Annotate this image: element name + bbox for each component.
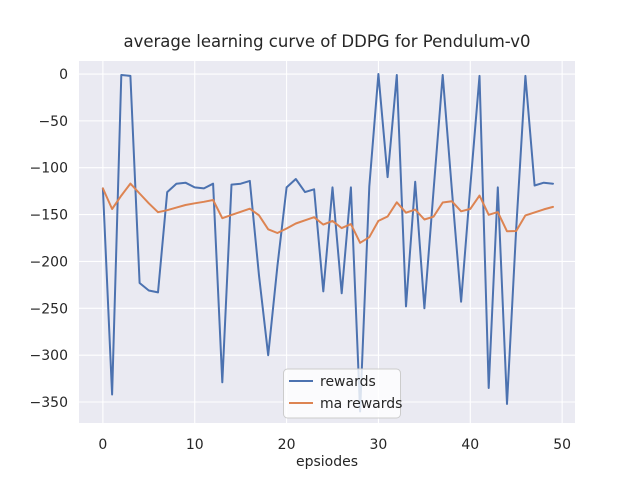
series-lines	[101, 73, 554, 413]
x-tick-label: 20	[278, 437, 296, 453]
y-tick-label: −250	[30, 301, 68, 317]
y-tick-label: −150	[30, 208, 68, 224]
x-tick-label: 50	[553, 437, 571, 453]
legend: rewards ma rewards	[283, 368, 402, 419]
ma-rewards-line	[101, 182, 554, 244]
legend-ma-rewards-label: ma rewards	[320, 396, 402, 412]
x-tick-label: 0	[98, 437, 107, 453]
y-tick-label: −100	[30, 161, 68, 177]
legend-rewards-label: rewards	[320, 374, 376, 390]
chart-title: average learning curve of DDPG for Pendu…	[123, 32, 530, 51]
rewards-line	[101, 73, 554, 413]
x-axis-label: epsiodes	[296, 454, 358, 470]
y-tick-label: −50	[38, 114, 68, 130]
y-tick-label: −350	[30, 395, 68, 411]
x-tick-label: 30	[370, 437, 388, 453]
y-tick-label: −200	[30, 254, 68, 270]
y-tick-label: −300	[30, 348, 68, 364]
x-tick-label: 10	[186, 437, 204, 453]
axis-tick-labels: 0 10 20 30 40 50 0 −50 −100 −150 −200 −250 −300 −350	[30, 67, 572, 453]
x-tick-label: 40	[461, 437, 479, 453]
y-tick-label: 0	[59, 67, 68, 83]
